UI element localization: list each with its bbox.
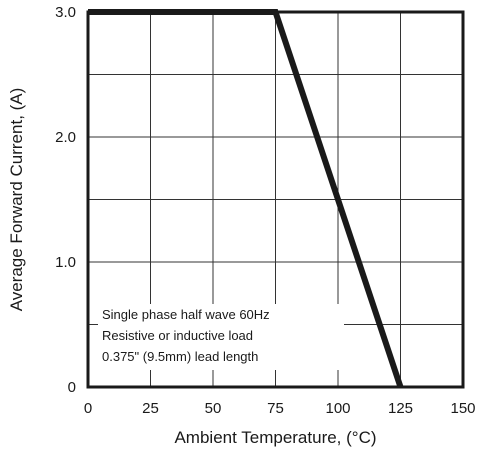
- y-tick-label: 1.0: [55, 254, 76, 271]
- x-tick-label: 150: [450, 400, 475, 417]
- x-tick-label: 50: [205, 400, 222, 417]
- y-tick-label: 0: [68, 379, 76, 396]
- note-background: [98, 304, 344, 370]
- series-line: [88, 9, 404, 388]
- y-axis-ticks: 0 1.0 2.0 3.0: [55, 4, 76, 396]
- x-axis-ticks: 0 25 50 75 100 125 150: [84, 400, 476, 417]
- x-tick-label: 75: [267, 400, 284, 417]
- y-tick-label: 2.0: [55, 129, 76, 146]
- x-tick-label: 25: [142, 400, 159, 417]
- note-line-2: Resistive or inductive load: [102, 328, 253, 343]
- x-axis-label: Ambient Temperature, (°C): [174, 428, 376, 447]
- x-tick-label: 125: [388, 400, 413, 417]
- note-line-3: 0.375" (9.5mm) lead length: [102, 349, 258, 364]
- y-axis-label: Average Forward Current, (A): [7, 88, 26, 312]
- note-box: Single phase half wave 60Hz Resistive or…: [98, 304, 344, 370]
- x-tick-label: 100: [325, 400, 350, 417]
- y-tick-label: 3.0: [55, 4, 76, 21]
- note-line-1: Single phase half wave 60Hz: [102, 307, 270, 322]
- x-tick-label: 0: [84, 400, 92, 417]
